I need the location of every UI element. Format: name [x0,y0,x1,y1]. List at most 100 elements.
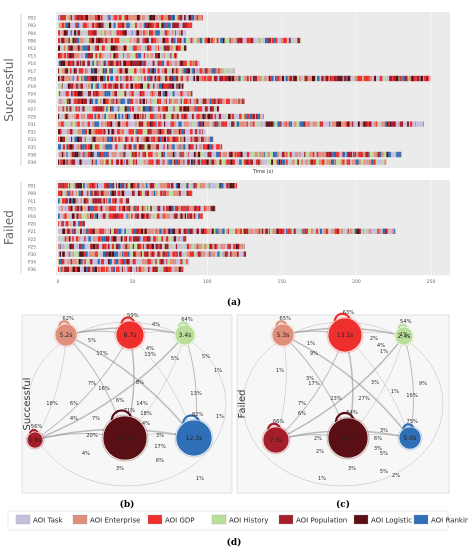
fixation-segment [207,106,210,112]
fixation-segment [84,75,87,82]
fixation-segment [172,136,176,142]
fixation-segment [345,159,347,165]
fixation-segment [68,144,70,150]
fixation-segment [179,151,181,158]
fixation-segment [97,106,100,112]
fixation-segment [146,243,150,250]
fixation-segment [73,98,75,104]
fixation-segment [329,75,332,82]
fixation-segment [313,159,316,165]
fixation-segment [393,151,397,158]
fixation-segment [150,251,152,257]
fixation-segment [74,30,77,36]
fixation-segment [173,22,177,28]
fixation-segment [91,68,93,74]
fixation-segment [155,91,158,97]
fixation-segment [140,83,144,89]
fixation-segment [146,45,150,51]
fixation-segment [106,68,107,74]
fixation-segment [89,60,91,66]
fixation-segment [228,151,231,158]
fixation-segment [225,98,228,104]
fixation-segment [104,91,107,97]
fixation-segment [138,228,142,234]
fixation-segment [275,151,277,158]
fixation-segment [172,159,174,165]
fixation-segment [159,159,162,165]
fixation-segment [271,75,274,82]
fixation-segment [137,151,139,158]
node-circle [327,317,363,353]
fixation-segment [154,68,156,74]
fixation-segment [58,259,59,265]
edge-label: 5% [380,469,388,475]
fixation-segment [145,30,148,36]
fixation-segment [310,228,314,234]
fixation-segment [163,136,167,142]
fixation-segment [124,98,128,104]
fixation-segment [373,159,376,165]
fixation-segment [158,60,162,66]
fixation-segment [131,45,133,51]
fixation-segment [220,98,223,104]
fixation-segment [316,159,319,165]
fixation-segment [129,251,131,257]
fixation-segment [167,53,171,59]
fixation-segment [280,159,282,165]
fixation-segment [144,60,147,66]
fixation-segment [166,259,168,265]
fixation-segment [174,91,178,97]
fixation-segment [191,228,193,234]
fixation-segment [64,75,66,82]
fixation-segment [126,251,128,257]
fixation-segment [71,198,74,204]
fixation-segment [167,183,169,189]
fixation-segment [139,205,142,212]
fixation-segment [193,129,196,135]
fixation-segment [173,15,175,21]
fixation-segment [122,83,125,89]
edge-label: 4% [142,421,150,427]
fixation-segment [132,60,135,66]
fixation-segment [60,37,64,44]
fixation-segment [239,228,243,234]
fixation-segment [204,106,208,112]
fixation-segment [150,75,153,82]
edge-label: 7% [92,416,100,422]
fixation-segment [354,228,357,234]
fixation-segment [136,22,140,28]
fixation-segment [161,45,164,51]
fixation-segment [61,129,65,135]
fixation-segment [142,75,145,82]
fixation-segment [177,60,180,66]
fixation-segment [174,205,177,212]
fixation-segment [173,98,177,104]
fixation-segment [59,266,61,272]
edge-label: 4% [70,416,78,422]
fixation-segment [302,159,304,165]
fixation-segment [381,121,384,127]
fixation-segment [218,121,221,127]
legend-swatch-ranking [413,514,429,525]
fixation-segment [113,129,115,135]
fixation-segment [319,151,322,158]
fixation-segment [85,236,89,242]
fixation-segment [150,53,154,59]
fixation-segment [79,15,81,21]
fixation-segment [168,236,172,242]
fixation-segment [139,30,143,36]
fixation-segment [105,159,108,165]
fixation-segment [121,121,124,127]
fixation-segment [178,113,182,120]
edge-label: 13% [190,391,202,397]
fixation-segment [232,75,235,82]
fixation-segment [259,121,261,127]
fixation-segment [75,198,79,204]
fixation-segment [80,30,82,36]
fixation-segment [184,15,186,21]
fixation-segment [211,151,213,158]
fixation-segment [87,45,91,51]
fixation-segment [223,68,227,74]
fixation-segment [64,190,66,196]
fixation-segment [99,144,102,150]
